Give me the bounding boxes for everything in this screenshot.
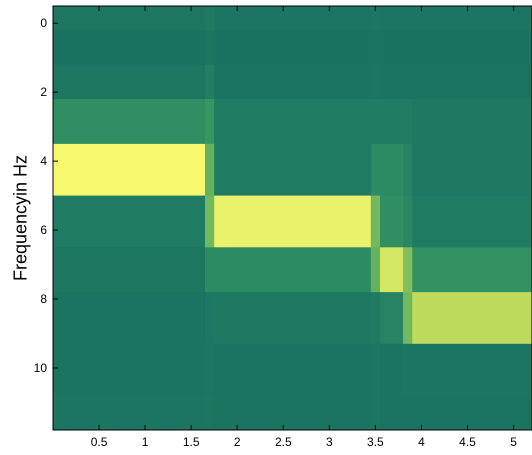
heatmap-cell [53, 6, 206, 31]
heatmap-cell [412, 143, 532, 196]
heatmap-cell [380, 395, 404, 431]
x-axis-ticks: 0.5 1 1.5 2 2.5 3 3.5 4 4.5 5 [91, 6, 517, 449]
x-tick-label: 4 [418, 435, 425, 449]
x-tick-label: 2 [234, 435, 241, 449]
heatmap-cell [214, 64, 372, 100]
heatmap-cell [204, 64, 215, 100]
heatmap-cell [214, 395, 372, 431]
heatmap-cell [380, 292, 404, 345]
heatmap-cell [370, 395, 381, 431]
heatmap-cell [53, 195, 206, 248]
heatmap-cell [204, 99, 215, 145]
heatmap-cell [370, 99, 381, 145]
x-tick-label: 5 [510, 435, 517, 449]
y-tick-label: 0 [40, 16, 47, 30]
x-tick-label: 3.5 [367, 435, 384, 449]
heatmap-cell [214, 292, 372, 345]
heatmap-cell [204, 343, 215, 396]
heatmap-cell [370, 247, 381, 293]
heatmap-cell [403, 395, 413, 431]
heatmap-cell [53, 292, 206, 345]
heatmap-cell [204, 30, 215, 66]
heatmap-cell [214, 143, 372, 196]
heatmap-cell [204, 6, 215, 31]
heatmap-cell [412, 292, 532, 345]
heatmap-cell [403, 247, 413, 293]
heatmap-cell [403, 6, 413, 31]
heatmap-cell [214, 247, 372, 293]
x-tick-label: 1.5 [183, 435, 200, 449]
x-tick-label: 2.5 [275, 435, 292, 449]
heatmap-cell [412, 247, 532, 293]
heatmap-cell [204, 143, 215, 196]
heatmap-cell [412, 343, 532, 396]
heatmap-cell [412, 6, 532, 31]
heatmap-cell [412, 99, 532, 145]
heatmap-cell [214, 99, 372, 145]
heatmap-cell [370, 195, 381, 248]
x-tick-label: 0.5 [91, 435, 108, 449]
heatmap-cell [204, 195, 215, 248]
heatmap-cell [412, 395, 532, 431]
heatmap-cell [53, 99, 206, 145]
heatmap-cell [370, 143, 381, 196]
y-tick-label: 10 [34, 361, 48, 375]
y-tick-label: 8 [40, 292, 47, 306]
heatmap-cell [214, 30, 372, 66]
heatmap-cell [412, 30, 532, 66]
heatmap-cell [403, 64, 413, 100]
x-tick-label: 1 [142, 435, 149, 449]
heatmap-cell [53, 247, 206, 293]
heatmap-cell [380, 343, 404, 396]
heatmap-cell [370, 343, 381, 396]
heatmap-cell [53, 143, 206, 196]
heatmap-cell [53, 343, 206, 396]
heatmap-cell [214, 343, 372, 396]
heatmap-cell [380, 30, 404, 66]
y-tick-label: 2 [40, 85, 47, 99]
heatmap-cell [403, 292, 413, 345]
heatmap-cell [412, 64, 532, 100]
heatmap-cell [380, 6, 404, 31]
heatmap-cells [53, 6, 532, 431]
y-tick-label: 6 [40, 223, 47, 237]
heatmap-cell [370, 292, 381, 345]
heatmap-cell [403, 99, 413, 145]
heatmap-cell [380, 195, 404, 248]
heatmap-cell [403, 143, 413, 196]
heatmap-cell [204, 292, 215, 345]
heatmap-cell [204, 247, 215, 293]
heatmap-cell [403, 30, 413, 66]
heatmap-cell [53, 395, 206, 431]
heatmap-cell [53, 30, 206, 66]
heatmap-cell [403, 195, 413, 248]
heatmap-cell [403, 343, 413, 396]
heatmap-cell [380, 64, 404, 100]
heatmap-cell [214, 6, 372, 31]
heatmap-cell [370, 64, 381, 100]
heatmap-cell [370, 6, 381, 31]
heatmap-cell [370, 30, 381, 66]
heatmap-cell [380, 247, 404, 293]
heatmap-cell [412, 195, 532, 248]
y-axis-ticks: 0 2 4 6 8 10 [34, 16, 58, 375]
y-tick-label: 4 [40, 154, 47, 168]
heatmap-cell [214, 195, 372, 248]
x-tick-label: 3 [326, 435, 333, 449]
y-axis-label: Frequencyin Hz [10, 155, 30, 281]
heatmap-cell [204, 395, 215, 431]
heatmap-cell [380, 99, 404, 145]
heatmap-cell [53, 64, 206, 100]
plot-frame [52, 5, 532, 431]
x-tick-label: 4.5 [459, 435, 476, 449]
heatmap-cell [380, 143, 404, 196]
